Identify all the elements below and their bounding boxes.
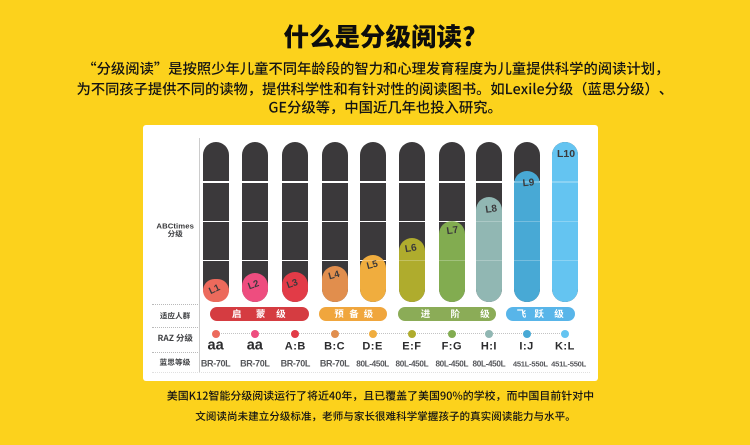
svg-text:aa: aa [208,337,225,353]
svg-text:451L-550L: 451L-550L [513,359,549,368]
svg-text:aa: aa [247,337,264,353]
svg-text:L10: L10 [557,148,575,160]
svg-text:L4: L4 [327,269,341,283]
svg-text:L2: L2 [246,278,260,292]
svg-text:F:G: F:G [442,340,462,352]
svg-text:BR-70L: BR-70L [201,358,231,368]
svg-text:L9: L9 [522,177,535,189]
svg-text:80L-450L: 80L-450L [396,359,429,368]
svg-text:BR-70L: BR-70L [320,358,350,368]
svg-text:H:I: H:I [481,340,497,352]
svg-text:80L-450L: 80L-450L [356,359,389,368]
svg-text:BR-70L: BR-70L [240,358,270,368]
svg-text:ABCtimes: ABCtimes [156,221,194,230]
svg-text:BR-70L: BR-70L [281,358,311,368]
svg-text:L5: L5 [366,258,380,272]
svg-text:451L-550L: 451L-550L [551,359,587,368]
svg-text:B:C: B:C [324,340,345,352]
svg-text:L8: L8 [485,203,499,216]
svg-text:D:E: D:E [362,340,382,352]
svg-text:A:B: A:B [285,340,306,352]
svg-text:I:J: I:J [519,340,533,352]
svg-text:L3: L3 [285,277,299,291]
svg-text:80L-450L: 80L-450L [435,359,468,368]
svg-text:L7: L7 [446,225,460,238]
svg-text:L1: L1 [207,282,222,297]
svg-text:E:F: E:F [402,340,421,352]
svg-text:L6: L6 [404,242,418,255]
svg-text:80L-450L: 80L-450L [473,359,506,368]
svg-text:K:L: K:L [555,340,575,352]
